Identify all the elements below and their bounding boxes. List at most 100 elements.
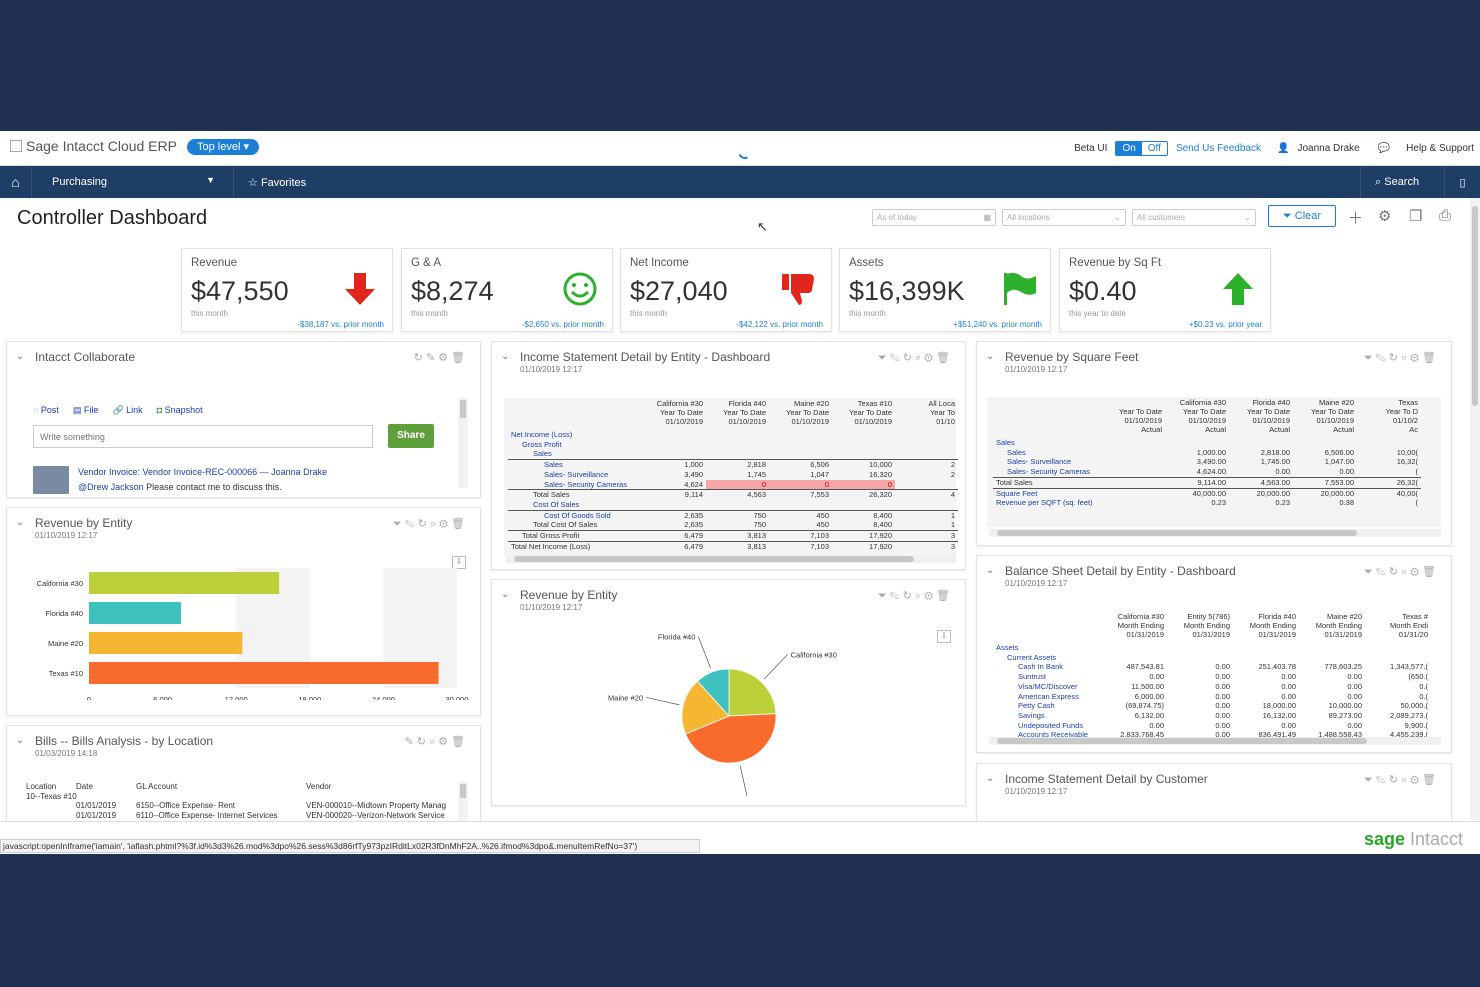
gear-icon[interactable]: ⚙ bbox=[1378, 208, 1392, 225]
zoom-icon[interactable]: ⌕ bbox=[914, 590, 925, 602]
feed-item[interactable]: Vendor Invoice: Vendor Invoice-REC-00006… bbox=[78, 465, 327, 495]
help-link[interactable]: Help & Support bbox=[1406, 143, 1474, 154]
collapse-chevron-icon[interactable]: ⌄ bbox=[986, 351, 995, 362]
table-row[interactable]: Sales- Security Cameras 4,624 0 0 0 bbox=[508, 479, 958, 490]
table-row[interactable]: Total Net Income (Loss) 6,479 3,813 7,103 17… bbox=[508, 540, 958, 552]
filter-icon[interactable]: ⏷ bbox=[392, 518, 405, 530]
copy-icon[interactable]: ❐ bbox=[1409, 208, 1423, 225]
table-row[interactable]: Suntrust 0.00 0.00 0.00 0.00 (650.( bbox=[993, 672, 1431, 682]
edit-icon[interactable]: ✎ bbox=[1375, 566, 1389, 578]
user-name[interactable]: Joanna Drake bbox=[1297, 143, 1360, 154]
table-row[interactable]: Cash In Bank 487,543.81 0.00 251,403.78 778,… bbox=[993, 662, 1431, 672]
edit-icon[interactable]: ✎ bbox=[404, 736, 417, 748]
table-row[interactable]: Gross Profit bbox=[508, 440, 958, 450]
bar[interactable] bbox=[89, 632, 243, 654]
pie-slice[interactable] bbox=[681, 680, 730, 735]
kpi-card-revenue[interactable]: Revenue $47,550 this month -$38,187 vs. … bbox=[181, 248, 393, 332]
print-icon[interactable]: ⎙ bbox=[1439, 207, 1452, 224]
table-row[interactable]: Assets bbox=[993, 643, 1431, 653]
level-selector[interactable]: Top level ▾ bbox=[187, 139, 260, 155]
table-row[interactable]: Sales 1,000.00 2,818.00 6,506.00 10,00( bbox=[993, 448, 1421, 458]
table-row[interactable]: Accounts Receivable 2,833,768.45 0.00 836,4… bbox=[993, 730, 1431, 740]
feed-item-title[interactable]: Vendor Invoice: Vendor Invoice-REC-00006… bbox=[78, 467, 258, 477]
trash-icon[interactable]: 🗑 bbox=[1422, 774, 1439, 786]
zoom-icon[interactable]: ⌕ bbox=[1400, 566, 1411, 578]
table-row[interactable]: Petty Cash (69,874.75) 0.00 18,000.00 10,000… bbox=[993, 701, 1431, 711]
zoom-icon[interactable]: ⌕ bbox=[429, 518, 440, 530]
table-row[interactable]: Sales- Security Cameras 4,624.00 0.00 0.00 ( bbox=[993, 467, 1421, 477]
table-row[interactable]: American Express 6,000.00 0.00 0.00 0.00 0.( bbox=[993, 692, 1431, 702]
table-row[interactable]: 01/01/2019 6110--Office Expense- Interne… bbox=[23, 811, 449, 821]
table-row[interactable]: Sales bbox=[993, 438, 1421, 448]
horizontal-scrollbar[interactable] bbox=[506, 555, 956, 563]
edit-icon[interactable]: ✎ bbox=[1375, 352, 1389, 364]
brand[interactable]: Sage Intacct Cloud ERP bbox=[10, 138, 177, 154]
gear-icon[interactable]: ⚙ bbox=[1410, 352, 1423, 364]
table-row[interactable]: Net Income (Loss) bbox=[508, 430, 958, 440]
edit-icon[interactable]: ✎ bbox=[404, 518, 418, 530]
horizontal-scrollbar[interactable] bbox=[989, 737, 1441, 745]
table-row[interactable]: Current Assets bbox=[993, 653, 1431, 663]
table-row[interactable]: Savings 6,132.00 0.00 16,132.00 89,273.00 2,0… bbox=[993, 711, 1431, 721]
collapse-chevron-icon[interactable]: ⌄ bbox=[16, 735, 25, 746]
collapse-chevron-icon[interactable]: ⌄ bbox=[986, 773, 995, 784]
filter-icon[interactable]: ⏷ bbox=[1363, 566, 1376, 578]
refresh-icon[interactable]: ↻ bbox=[1388, 352, 1401, 364]
table-row[interactable]: Visa/MC/Discover 11,500.00 0.00 0.00 0.00 0.( bbox=[993, 682, 1431, 692]
filter-icon[interactable]: ⏷ bbox=[877, 352, 890, 364]
export-icon[interactable]: ⇩ bbox=[937, 630, 951, 643]
gear-icon[interactable]: ⚙ bbox=[1410, 774, 1423, 786]
post-input[interactable] bbox=[33, 425, 373, 448]
table-row[interactable]: Sales bbox=[508, 449, 958, 459]
pie-slice[interactable] bbox=[728, 668, 777, 717]
trash-icon[interactable]: 🗑 bbox=[451, 518, 468, 530]
collapse-chevron-icon[interactable]: ⌄ bbox=[501, 589, 510, 600]
trash-icon[interactable]: 🗑 bbox=[1422, 566, 1439, 578]
edit-icon[interactable]: ✎ bbox=[1375, 774, 1389, 786]
link-tab[interactable]: 🔗 Link bbox=[112, 405, 142, 416]
search-button[interactable]: ⌕ Search bbox=[1360, 166, 1444, 198]
table-row[interactable]: 01/01/2019 6150--Office Expense- Rent VE… bbox=[23, 801, 449, 811]
bar[interactable] bbox=[89, 572, 280, 594]
page-scrollbar[interactable] bbox=[1470, 198, 1480, 820]
filter-icon[interactable]: ⏷ bbox=[1363, 352, 1376, 364]
toggle-on[interactable]: On bbox=[1116, 142, 1142, 155]
table-row[interactable]: Sales- Surveillance 3,490 1,745 1,047 16,320… bbox=[508, 470, 958, 480]
refresh-icon[interactable]: ↻ bbox=[1388, 566, 1401, 578]
trash-icon[interactable]: 🗑 bbox=[936, 590, 953, 602]
filter-icon[interactable]: ⏷ bbox=[1363, 774, 1376, 786]
bar[interactable] bbox=[89, 662, 439, 684]
beta-ui-toggle[interactable]: On Off bbox=[1115, 141, 1168, 156]
collapse-chevron-icon[interactable]: ⌄ bbox=[16, 351, 25, 362]
feed-scrollbar[interactable] bbox=[458, 398, 468, 488]
refresh-icon[interactable]: ↻ bbox=[416, 736, 429, 748]
gear-icon[interactable]: ⚙ bbox=[924, 590, 937, 602]
edit-icon[interactable]: ✎ bbox=[889, 590, 903, 602]
refresh-icon[interactable]: ↻ bbox=[417, 518, 430, 530]
calendar-icon[interactable]: ▦ bbox=[983, 213, 991, 222]
edit-icon[interactable]: ✎ bbox=[425, 352, 439, 364]
share-button[interactable]: Share bbox=[388, 424, 434, 448]
gear-icon[interactable]: ⚙ bbox=[438, 736, 452, 748]
gear-icon[interactable]: ⚙ bbox=[438, 352, 452, 364]
module-menu[interactable]: Purchasing ▼ bbox=[32, 166, 234, 198]
edit-icon[interactable]: ✎ bbox=[889, 352, 903, 364]
trash-icon[interactable]: 🗑 bbox=[936, 352, 953, 364]
zoom-icon[interactable]: ⌕ bbox=[1400, 774, 1411, 786]
kpi-card-net-income[interactable]: Net Income $27,040 this month -$42,122 v… bbox=[620, 248, 832, 332]
table-row[interactable]: Cost Of Sales bbox=[508, 500, 958, 510]
gear-icon[interactable]: ⚙ bbox=[924, 352, 937, 364]
location-filter[interactable]: All locations ⌄ bbox=[1002, 209, 1126, 226]
bookmark-icon[interactable]: ▯ bbox=[1444, 166, 1480, 198]
toggle-off[interactable]: Off bbox=[1141, 142, 1167, 155]
filter-icon[interactable]: ⏷ bbox=[877, 590, 890, 602]
feedback-link[interactable]: Send Us Feedback bbox=[1175, 143, 1261, 154]
bar[interactable] bbox=[89, 602, 181, 624]
collapse-chevron-icon[interactable]: ⌄ bbox=[16, 517, 25, 528]
refresh-icon[interactable]: ↻ bbox=[413, 352, 426, 364]
mention-link[interactable]: @Drew Jackson bbox=[78, 482, 144, 492]
refresh-icon[interactable]: ↻ bbox=[1388, 774, 1401, 786]
kpi-card-revenue-sqft[interactable]: Revenue by Sq Ft $0.40 this year to date… bbox=[1059, 248, 1271, 332]
kpi-card-ga[interactable]: G & A $8,274 this month -$2,650 vs. prio… bbox=[401, 248, 613, 332]
refresh-icon[interactable]: ↻ bbox=[902, 352, 915, 364]
